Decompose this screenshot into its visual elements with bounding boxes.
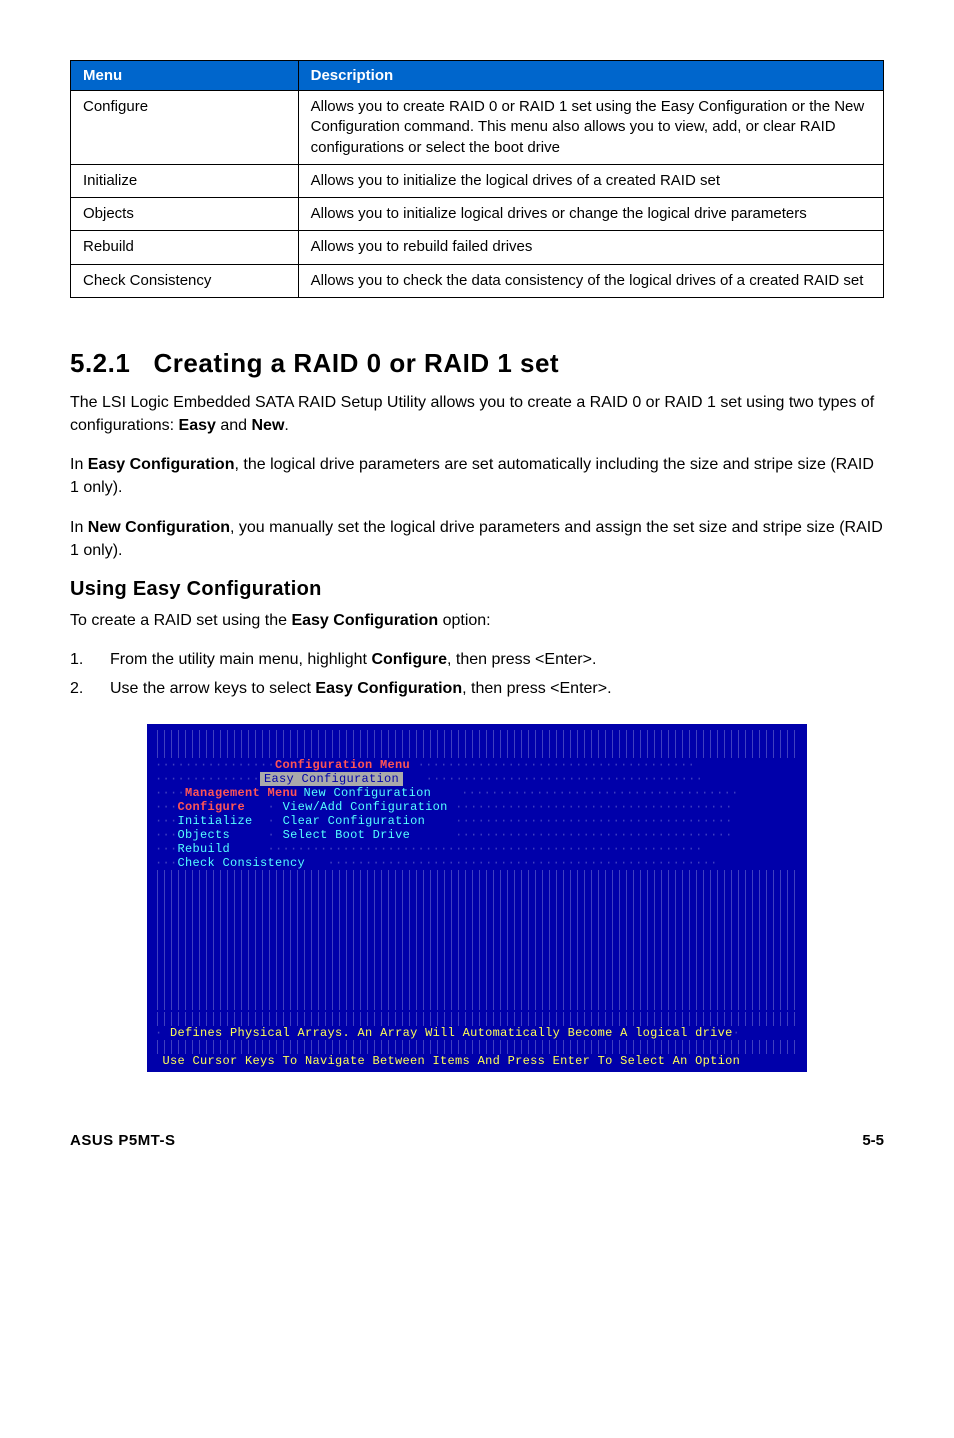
table-row: Check Consistency Allows you to check th…	[71, 264, 884, 297]
footer-right: 5-5	[862, 1132, 884, 1149]
bold: Easy	[179, 417, 216, 434]
step-item: Use the arrow keys to select Easy Config…	[70, 677, 884, 700]
col-header-menu: Menu	[71, 61, 299, 91]
term-label: Configuration Menu	[275, 758, 410, 772]
term-row: ···Objects · Select Boot Drive ·········…	[155, 828, 799, 842]
bold: New Configuration	[88, 519, 230, 536]
bold: Easy Configuration	[315, 680, 462, 697]
text: In	[70, 519, 88, 536]
text: option:	[438, 612, 490, 629]
term-label: Clear Configuration	[283, 814, 426, 828]
sub-heading: Using Easy Configuration	[70, 578, 884, 601]
text: Use the arrow keys to select	[110, 680, 315, 697]
cell-menu: Check Consistency	[71, 264, 299, 297]
term-label: New Configuration	[304, 786, 432, 800]
filler	[157, 884, 797, 898]
cell-menu: Rebuild	[71, 231, 299, 264]
filler	[157, 1040, 797, 1054]
filler	[157, 730, 797, 744]
text: In	[70, 456, 88, 473]
help-band: · Defines Physical Arrays. An Array Will…	[155, 1012, 799, 1068]
paragraph: The LSI Logic Embedded SATA RAID Setup U…	[70, 391, 884, 437]
paragraph: In New Configuration, you manually set t…	[70, 516, 884, 562]
section-title: Creating a RAID 0 or RAID 1 set	[154, 348, 560, 378]
filler	[157, 1012, 797, 1026]
text: and	[216, 417, 252, 434]
cell-menu: Initialize	[71, 164, 299, 197]
term-help: Defines Physical Arrays. An Array Will A…	[170, 1026, 733, 1040]
term-label: Initialize	[178, 814, 253, 828]
term-row: ···Initialize · Clear Configuration ····…	[155, 814, 799, 828]
table-row: Initialize Allows you to initialize the …	[71, 164, 884, 197]
filler	[157, 926, 797, 940]
col-header-desc: Description	[298, 61, 883, 91]
footer-left: ASUS P5MT-S	[70, 1132, 176, 1149]
term-label: Rebuild	[178, 842, 231, 856]
text: From the utility main menu, highlight	[110, 651, 371, 668]
cell-desc: Allows you to check the data consistency…	[298, 264, 883, 297]
text: , then press <Enter>.	[462, 680, 611, 697]
cell-desc: Allows you to initialize the logical dri…	[298, 164, 883, 197]
page-footer: ASUS P5MT-S 5-5	[70, 1132, 884, 1149]
term-label: View/Add Configuration	[283, 800, 448, 814]
term-row: ···Check Consistency ···················…	[155, 856, 799, 870]
cell-menu: Configure	[71, 91, 299, 165]
filler	[157, 954, 797, 968]
filler	[157, 744, 797, 758]
bold: Easy Configuration	[88, 456, 235, 473]
filler	[157, 940, 797, 954]
term-label: Objects	[178, 828, 231, 842]
cell-desc: Allows you to initialize logical drives …	[298, 198, 883, 231]
help-line: · Defines Physical Arrays. An Array Will…	[155, 1026, 799, 1040]
term-row: ····Management MenuNew Configuration ···…	[155, 786, 799, 800]
bold: Easy Configuration	[291, 612, 438, 629]
text: , then press <Enter>.	[447, 651, 596, 668]
table-row: Configure Allows you to create RAID 0 or…	[71, 91, 884, 165]
paragraph: To create a RAID set using the Easy Conf…	[70, 609, 884, 632]
term-label: Select Boot Drive	[283, 828, 411, 842]
term-label: Configure	[178, 800, 246, 814]
cell-desc: Allows you to rebuild failed drives	[298, 231, 883, 264]
bios-terminal: ················Configuration Menu ·····…	[147, 724, 807, 1072]
cell-desc: Allows you to create RAID 0 or RAID 1 se…	[298, 91, 883, 165]
table-row: Objects Allows you to initialize logical…	[71, 198, 884, 231]
filler	[157, 912, 797, 926]
text: To create a RAID set using the	[70, 612, 291, 629]
bold: New	[251, 417, 284, 434]
paragraph: In Easy Configuration, the logical drive…	[70, 453, 884, 499]
term-label: Management Menu	[185, 786, 298, 800]
term-row: ··············Easy Configuration ·······…	[155, 772, 799, 786]
filler	[157, 870, 797, 884]
filler	[157, 898, 797, 912]
term-row: ···Configure · View/Add Configuration ··…	[155, 800, 799, 814]
term-help: Use Cursor Keys To Navigate Between Item…	[163, 1054, 741, 1068]
filler	[157, 982, 797, 996]
text: .	[284, 417, 288, 434]
term-label: Check Consistency	[178, 856, 306, 870]
filler	[157, 968, 797, 982]
section-number: 5.2.1	[70, 348, 130, 378]
cell-menu: Objects	[71, 198, 299, 231]
filler	[157, 996, 797, 1010]
term-highlight: Easy Configuration	[260, 772, 403, 786]
table-row: Rebuild Allows you to rebuild failed dri…	[71, 231, 884, 264]
steps-list: From the utility main menu, highlight Co…	[70, 648, 884, 700]
bold: Configure	[371, 651, 447, 668]
term-row: ················Configuration Menu ·····…	[155, 758, 799, 772]
step-item: From the utility main menu, highlight Co…	[70, 648, 884, 671]
help-line: Use Cursor Keys To Navigate Between Item…	[155, 1054, 799, 1068]
section-heading: 5.2.1 Creating a RAID 0 or RAID 1 set	[70, 348, 884, 379]
term-row: ···Rebuild ·····························…	[155, 842, 799, 856]
menu-description-table: Menu Description Configure Allows you to…	[70, 60, 884, 298]
